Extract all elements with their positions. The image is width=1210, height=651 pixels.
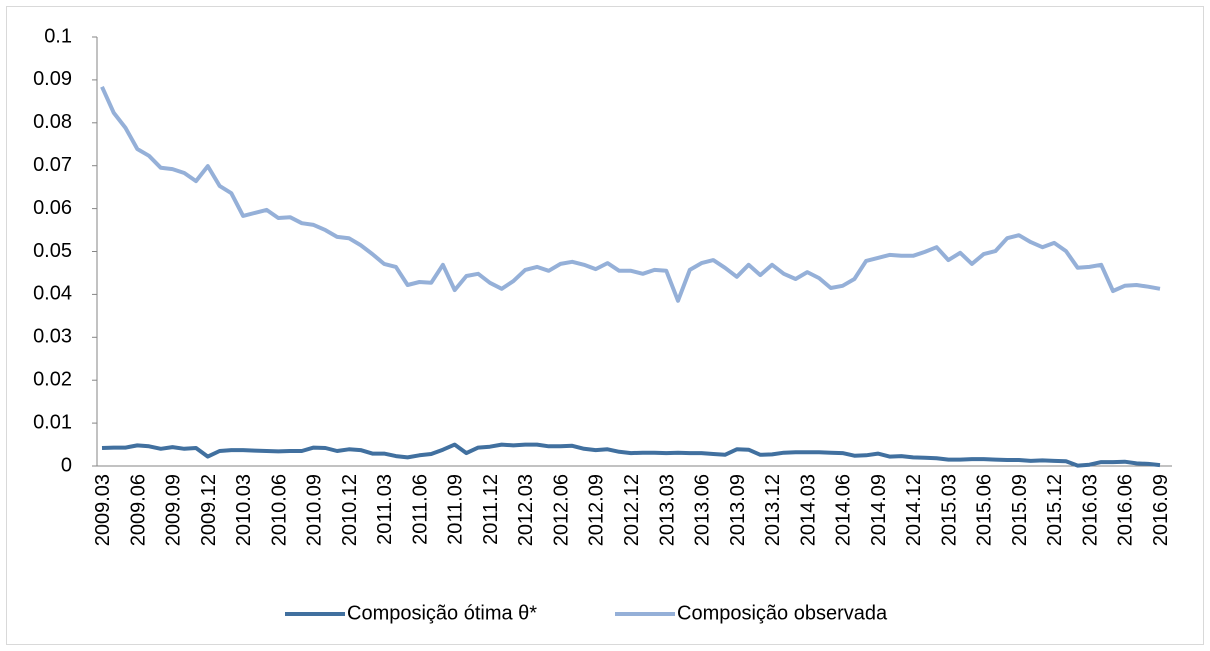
x-tick-label: 2015.09 bbox=[1009, 474, 1031, 546]
x-tick-label: 2015.06 bbox=[974, 474, 996, 546]
x-tick-label: 2014.06 bbox=[833, 474, 855, 546]
x-tick-label: 2016.03 bbox=[1079, 474, 1101, 546]
x-tick-label: 2011.03 bbox=[374, 474, 396, 545]
x-tick-label: 2013.06 bbox=[692, 474, 714, 546]
x-tick-label: 2010.06 bbox=[268, 474, 290, 546]
y-tick-label: 0.09 bbox=[33, 68, 72, 90]
x-tick-label: 2013.09 bbox=[727, 474, 749, 546]
x-tick-label: 2013.03 bbox=[656, 474, 678, 546]
x-tick-label: 2010.03 bbox=[233, 474, 255, 546]
x-tick-label: 2011.06 bbox=[409, 474, 431, 545]
y-tick-label: 0.05 bbox=[33, 240, 72, 262]
x-tick-label: 2014.09 bbox=[868, 474, 890, 546]
y-tick-label: 0.03 bbox=[33, 326, 72, 348]
x-tick-label: 2013.12 bbox=[762, 474, 784, 546]
x-tick-label: 2014.03 bbox=[797, 474, 819, 546]
x-tick-label: 2012.06 bbox=[550, 474, 572, 546]
x-tick-label: 2009.09 bbox=[163, 474, 185, 546]
y-tick-label: 0.01 bbox=[33, 411, 72, 433]
x-tick-label: 2016.06 bbox=[1115, 474, 1137, 546]
x-tick-label: 2009.12 bbox=[198, 474, 220, 546]
x-tick-label: 2015.12 bbox=[1044, 474, 1066, 546]
y-tick-label: 0.06 bbox=[33, 197, 72, 219]
legend-label: Composição observada bbox=[677, 602, 888, 624]
series-line bbox=[100, 85, 1161, 303]
y-tick-label: 0.1 bbox=[44, 25, 72, 47]
y-tick-label: 0.04 bbox=[33, 283, 72, 305]
x-tick-label: 2009.03 bbox=[92, 474, 114, 546]
x-tick-label: 2015.03 bbox=[938, 474, 960, 546]
x-tick-label: 2012.03 bbox=[515, 474, 537, 546]
y-tick-label: 0.07 bbox=[33, 154, 72, 176]
series-line bbox=[101, 442, 1161, 468]
chart-frame bbox=[6, 6, 1204, 645]
x-tick-label: 2011.09 bbox=[445, 474, 467, 545]
x-tick-label: 2014.12 bbox=[903, 474, 925, 546]
legend-label: Composição ótima θ* bbox=[347, 602, 537, 624]
y-tick-label: 0.08 bbox=[33, 111, 72, 133]
x-tick-label: 2011.12 bbox=[480, 474, 502, 545]
x-tick-label: 2009.06 bbox=[127, 474, 149, 546]
y-tick-label: 0 bbox=[61, 454, 72, 476]
x-tick-label: 2010.12 bbox=[339, 474, 361, 546]
x-tick-label: 2010.09 bbox=[304, 474, 326, 546]
x-tick-label: 2012.12 bbox=[621, 474, 643, 546]
x-tick-label: 2016.09 bbox=[1150, 474, 1172, 546]
y-tick-label: 0.02 bbox=[33, 368, 72, 390]
x-tick-label: 2012.09 bbox=[586, 474, 608, 546]
